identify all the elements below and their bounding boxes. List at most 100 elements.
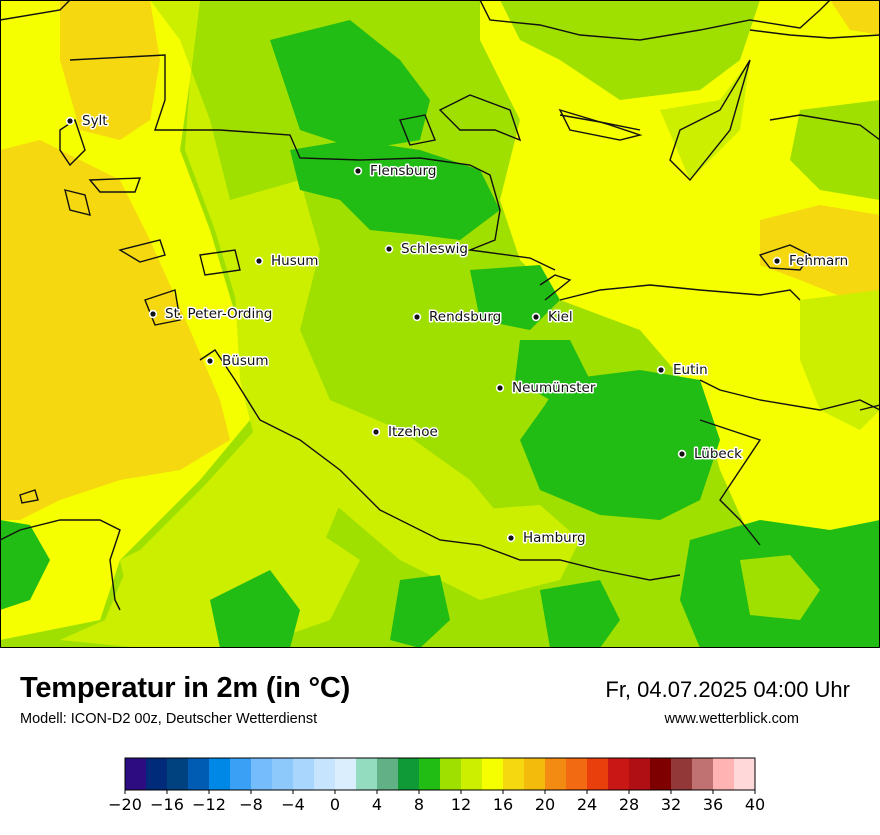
legend-box [482,758,504,790]
city-label: Flensburg [370,163,436,179]
field-14-16-west [60,0,350,648]
coastlines-east [559,114,641,131]
city-label: Schleswig [401,241,468,257]
legend-tick-label: 0 [330,795,340,814]
legend-tick-label: −16 [150,795,184,814]
city-label: Kiel [548,309,573,325]
city-st-peter-ording: St. Peter-Ording [148,305,274,324]
city-label: Rendsburg [429,309,501,325]
legend-tick-label: 4 [372,795,382,814]
city-itzehoe: Itzehoe [371,423,439,442]
legend-box [629,758,651,790]
legend-box [125,758,147,790]
field-12-14-ne-a [500,0,760,100]
field-12-14-se-patch [740,555,820,620]
city-dot [414,314,420,320]
field-10-12-south-c [540,580,620,648]
city-dot [256,258,262,264]
field-18-20-northwest [60,0,160,140]
field-14-16-se-sea [800,290,880,430]
field-16-18-northeast [480,0,880,648]
city-label: Eutin [673,362,708,378]
legend-box [398,758,420,790]
field-10-12-south-a [210,570,300,648]
legend-box [545,758,567,790]
field-14-16-hamburg [470,505,580,580]
legend-color-boxes [124,757,756,791]
legend-box [734,758,756,790]
legend-tick-label: 28 [619,795,639,814]
field-14-16-ne [660,60,750,180]
legend-tick-label: 8 [414,795,424,814]
legend-tick-label: 12 [451,795,471,814]
city-rendsburg: Rendsburg [412,308,503,327]
legend-tick-label: 32 [661,795,681,814]
legend-tick-label: −20 [108,795,142,814]
city-l-beck: Lübeck [677,445,744,464]
city-dot [373,429,379,435]
city-neum-nster: Neumünster [495,379,597,398]
legend-box [314,758,336,790]
city-dot [533,314,539,320]
legend-tick-label: 16 [493,795,513,814]
field-14-16-south [120,520,360,648]
city-dot [679,451,685,457]
legend-box [272,758,294,790]
legend-tick-label: −8 [239,795,263,814]
temperature-legend: −20 −16 −12 −8 −4 0 4 8 12 16 20 24 28 32 36 40 [0,750,880,830]
legend-box [713,758,735,790]
legend-box [209,758,231,790]
legend-tick-label: 20 [535,795,555,814]
legend-box [251,758,273,790]
city-label: Sylt [82,113,108,129]
field-10-12-flensburg [290,140,500,240]
legend-box [671,758,693,790]
field-10-12-south-b [390,575,450,648]
model-subtitle: Modell: ICON-D2 00z, Deutscher Wetterdie… [20,711,318,727]
legend-box [419,758,441,790]
legend-box [650,758,672,790]
city-label: Itzehoe [388,424,438,440]
legend-tick-label: −12 [192,795,226,814]
city-dot [207,358,213,364]
legend-box [461,758,483,790]
city-label: Husum [271,253,318,269]
city-markers: Sylt Flensburg Schleswig Husum Fehmarn St. Pe… [65,112,850,548]
website-link[interactable]: www.wetterblick.com [664,711,799,727]
field-18-20-west [0,140,230,520]
legend-box [188,758,210,790]
city-label: Hamburg [523,530,586,546]
city-schleswig: Schleswig [384,240,470,259]
city-kiel: Kiel [531,308,574,327]
city-b-sum: Büsum [205,352,270,371]
legend-box [377,758,399,790]
field-10-12-holstein [520,370,720,520]
legend-box [503,758,525,790]
city-flensburg: Flensburg [353,162,438,181]
legend-box [146,758,168,790]
city-label: Fehmarn [789,253,848,269]
legend-tick-label: 36 [703,795,723,814]
city-label: St. Peter-Ording [165,306,272,322]
legend-tick-label: −4 [281,795,305,814]
legend-tick-label: 40 [745,795,765,814]
forecast-datetime: Fr, 04.07.2025 04:00 Uhr [605,677,850,702]
field-10-12-north [270,20,430,150]
city-dot [497,385,503,391]
temperature-map: Sylt Flensburg Schleswig Husum Fehmarn St. Pe… [0,0,880,648]
city-fehmarn: Fehmarn [772,252,850,271]
legend-box [293,758,315,790]
city-label: Lübeck [694,446,742,462]
field-10-12-sw [0,520,50,610]
field-18-20-east [760,205,880,300]
city-dot [774,258,780,264]
chart-title: Temperatur in 2m (in °C) [20,672,351,704]
city-dot [355,168,361,174]
city-dot [67,118,73,124]
legend-frame [124,757,756,791]
legend-box [440,758,462,790]
legend-box [335,758,357,790]
field-18-20-ne [830,0,880,35]
legend-box [167,758,189,790]
city-sylt: Sylt [65,112,109,131]
